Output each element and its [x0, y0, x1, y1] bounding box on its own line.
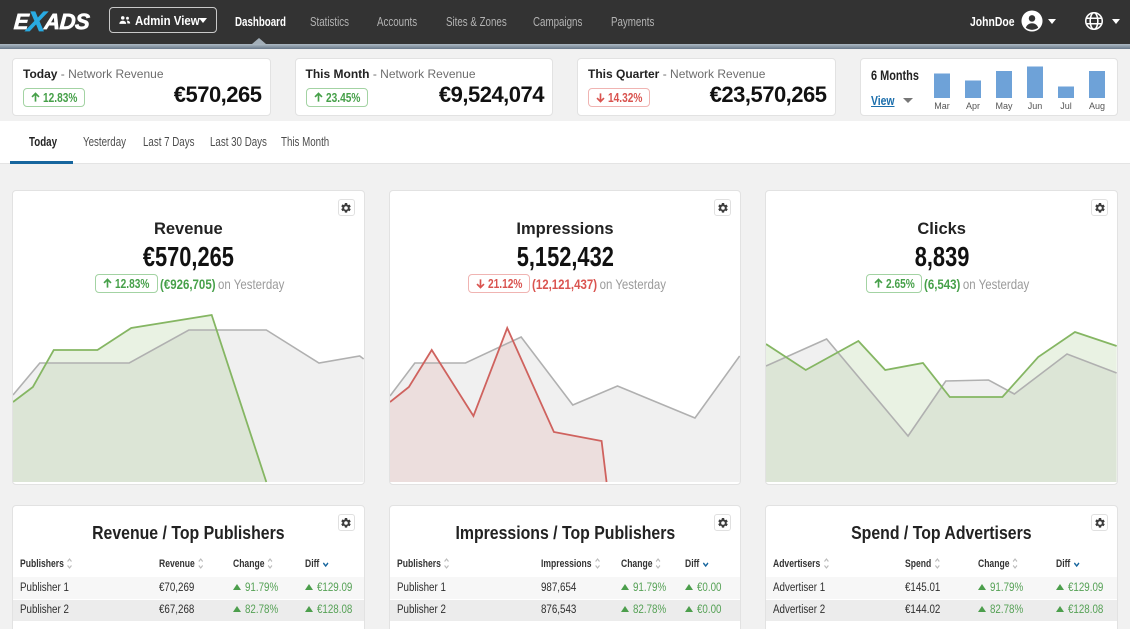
svg-text:Apr: Apr: [966, 101, 980, 111]
svg-text:Jun: Jun: [1028, 101, 1043, 111]
svg-text:Jul: Jul: [1060, 101, 1072, 111]
svg-text:Mar: Mar: [934, 101, 950, 111]
svg-text:Aug: Aug: [1089, 101, 1105, 111]
svg-text:May: May: [995, 101, 1013, 111]
